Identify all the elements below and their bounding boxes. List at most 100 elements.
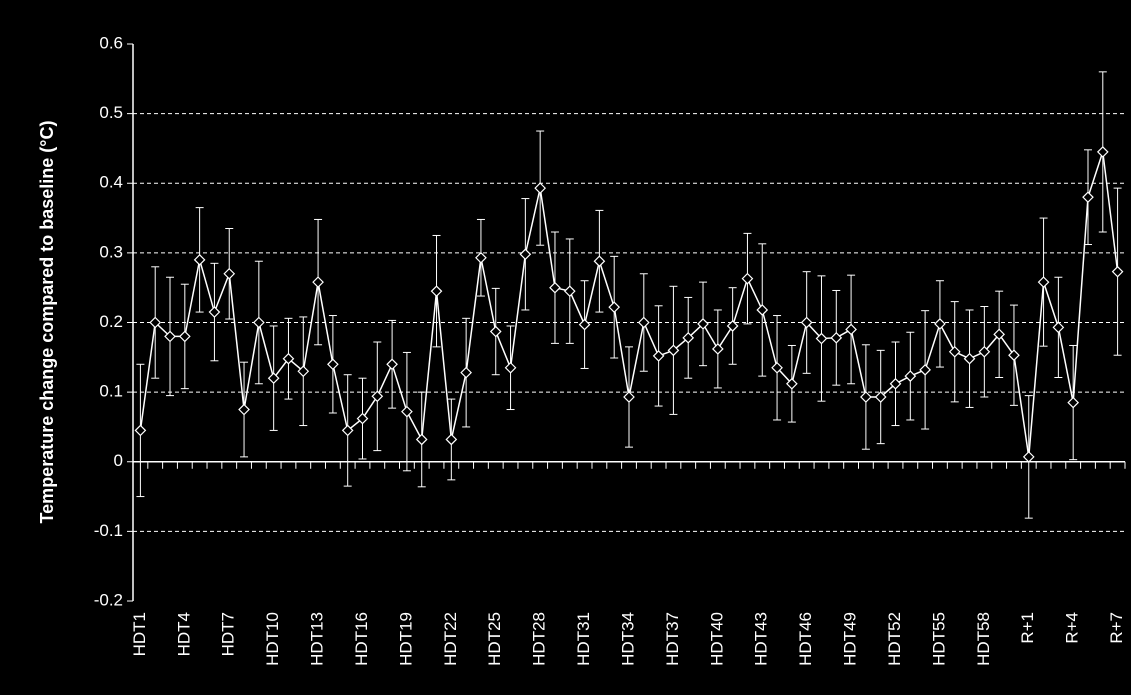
x-tick-label: HDT4 (174, 612, 193, 656)
x-tick-label: HDT46 (796, 612, 815, 666)
marker (623, 391, 635, 403)
marker (1096, 146, 1109, 158)
marker (253, 316, 265, 329)
marker (415, 433, 428, 446)
marker (608, 301, 621, 314)
marker (371, 390, 384, 403)
x-tick-label: HDT13 (308, 612, 327, 666)
x-tick-label: HDT25 (485, 612, 504, 666)
marker (489, 325, 502, 338)
marker (593, 255, 606, 268)
x-tick-label: HDT58 (974, 612, 993, 666)
marker (845, 323, 857, 336)
marker (993, 328, 1005, 341)
marker (267, 372, 280, 385)
marker (637, 316, 650, 329)
marker (282, 352, 295, 365)
marker (1022, 451, 1035, 463)
y-tick-label: 0.5 (99, 103, 123, 122)
marker (134, 424, 147, 437)
marker (652, 350, 665, 362)
y-axis-label: Temperature change compared to baseline … (37, 121, 57, 524)
marker (815, 332, 828, 345)
marker (430, 285, 443, 298)
y-tick-label: 0.2 (99, 312, 123, 331)
x-tick-label: HDT10 (263, 612, 282, 666)
y-tick-label: 0.3 (99, 242, 123, 261)
x-tick-label: HDT43 (752, 612, 771, 666)
marker (1082, 191, 1094, 204)
y-tick-label: 0.4 (99, 173, 123, 192)
marker (682, 331, 695, 344)
marker (1037, 276, 1050, 288)
marker (445, 433, 458, 446)
marker (1008, 349, 1020, 362)
x-tick-label: HDT55 (929, 612, 948, 666)
x-tick-label: HDT52 (885, 612, 904, 666)
marker (978, 345, 991, 358)
y-tick-label: 0 (114, 451, 123, 470)
marker (312, 276, 324, 288)
x-tick-label: HDT28 (530, 612, 549, 666)
x-tick-label: HDT31 (574, 612, 593, 666)
marker (563, 285, 576, 298)
x-tick-label: HDT22 (441, 612, 460, 666)
y-tick-label: 0.6 (99, 33, 123, 52)
marker (178, 330, 191, 343)
marker (149, 316, 162, 329)
marker (726, 320, 739, 332)
x-tick-label: HDT34 (618, 612, 637, 666)
marker (963, 352, 976, 365)
marker (860, 391, 872, 403)
x-tick-label: HDT16 (352, 612, 371, 666)
marker (948, 345, 961, 358)
marker (1067, 396, 1080, 409)
marker (401, 405, 413, 418)
marker (208, 306, 221, 318)
marker (800, 316, 813, 329)
marker (711, 343, 724, 355)
marker (830, 331, 843, 344)
marker (771, 361, 783, 374)
marker (386, 358, 398, 371)
marker (475, 251, 487, 264)
x-tick-label: R+1 (1018, 612, 1037, 644)
x-tick-label: HDT40 (707, 612, 726, 666)
y-tick-label: -0.1 (94, 521, 123, 540)
marker (193, 253, 206, 266)
marker (1052, 321, 1065, 334)
marker (741, 272, 754, 285)
y-tick-label: -0.2 (94, 590, 123, 609)
marker (164, 330, 176, 343)
x-tick-label: HDT49 (841, 612, 860, 666)
marker (919, 363, 931, 376)
marker (578, 318, 591, 331)
x-tick-label: HDT37 (663, 612, 682, 666)
x-tick-label: HDT1 (130, 612, 149, 656)
marker (889, 377, 902, 390)
marker (786, 377, 798, 390)
marker (327, 358, 339, 371)
y-tick-label: 0.1 (99, 382, 123, 401)
marker (697, 318, 709, 330)
marker (549, 281, 561, 294)
marker (238, 403, 250, 416)
marker (297, 365, 310, 378)
marker (460, 366, 472, 379)
marker (534, 182, 547, 194)
marker (1111, 265, 1124, 278)
marker (874, 391, 887, 403)
marker (519, 248, 532, 261)
marker (356, 412, 369, 425)
marker (934, 318, 946, 330)
marker (904, 370, 917, 382)
x-tick-label: R+4 (1063, 612, 1082, 644)
marker (667, 344, 680, 357)
marker (341, 424, 354, 437)
marker (504, 361, 517, 374)
x-tick-label: HDT7 (219, 612, 238, 656)
x-tick-label: HDT19 (396, 612, 415, 666)
marker (223, 267, 236, 280)
marker (756, 304, 769, 316)
